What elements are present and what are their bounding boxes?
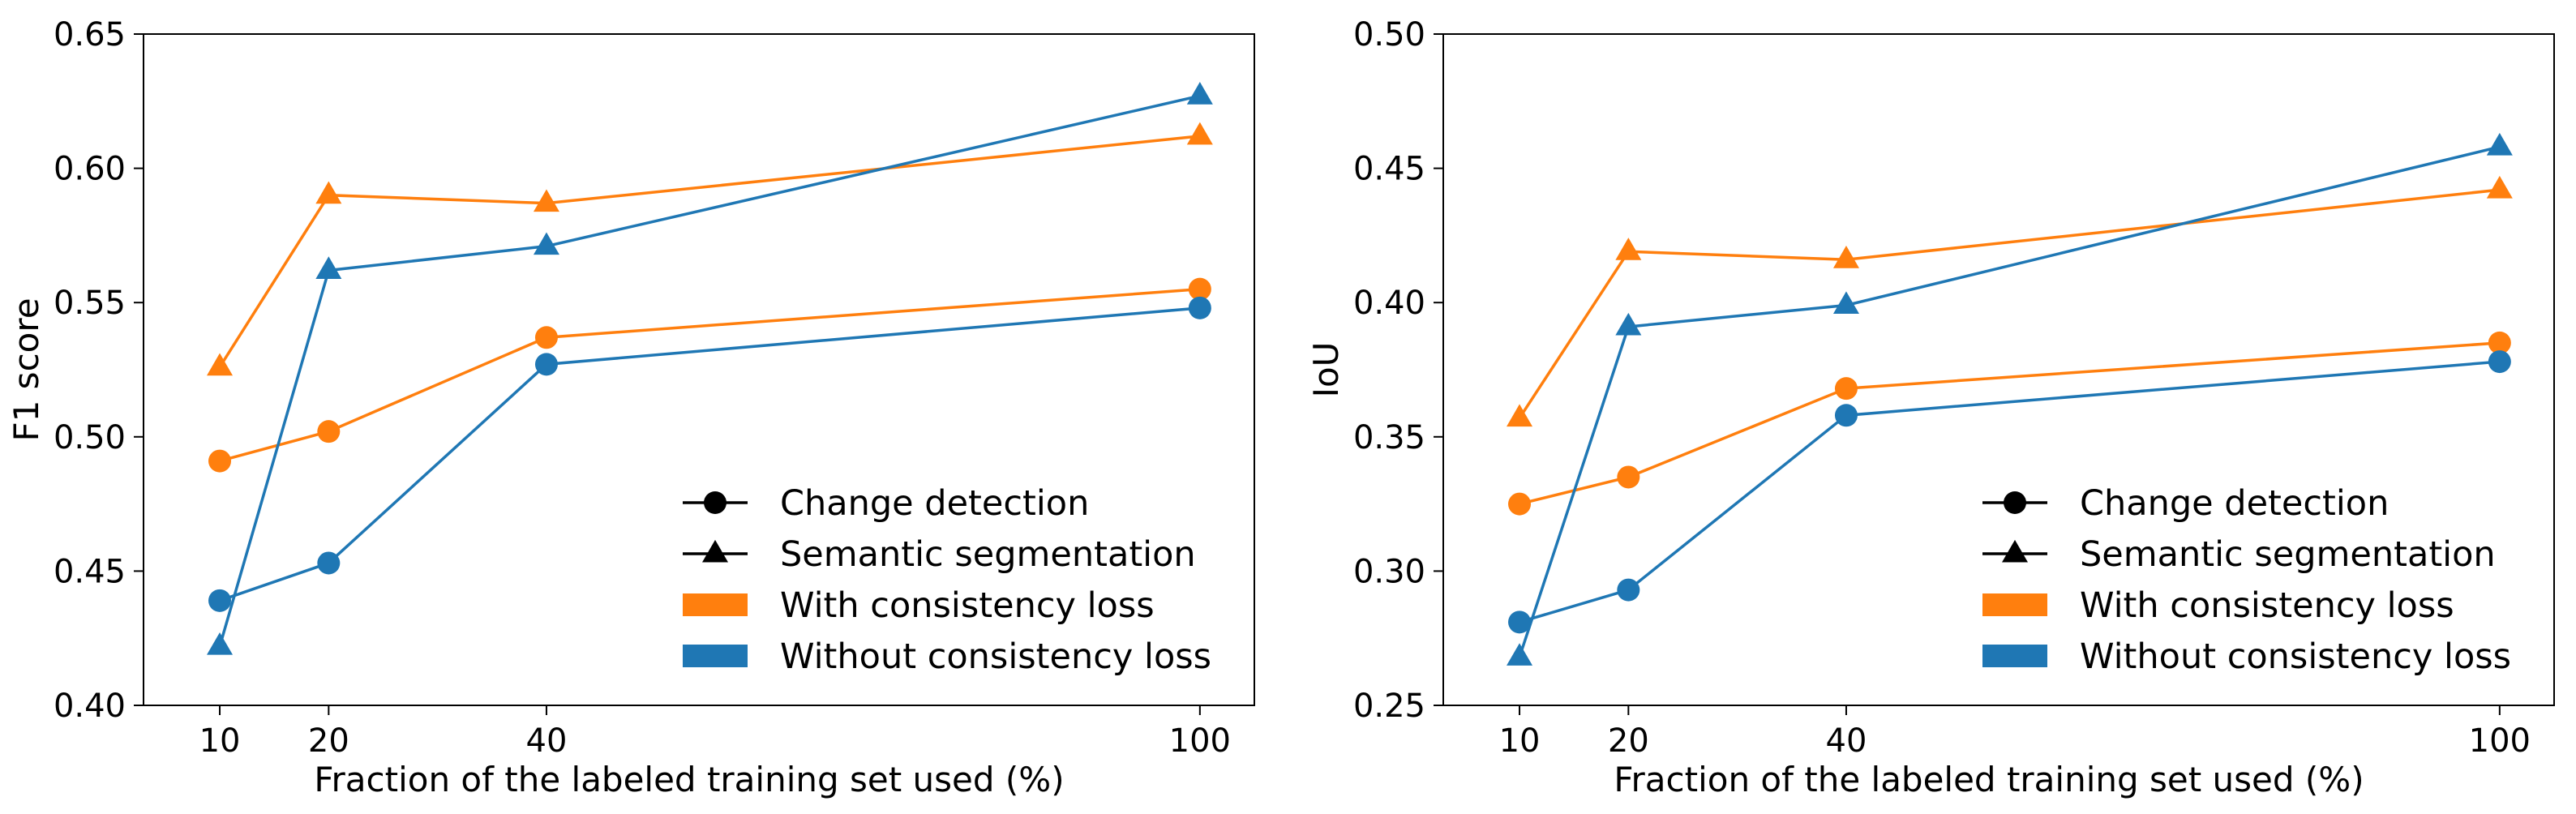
point-semseg-with [1507, 404, 1533, 427]
point-change-with [317, 420, 341, 443]
point-semseg-with [207, 353, 234, 376]
point-change-without [2488, 350, 2511, 374]
point-semseg-without [315, 256, 342, 279]
point-semseg-without [1832, 291, 1859, 315]
x-tick-label: 10 [1499, 722, 1541, 760]
x-axis-label: Fraction of the labeled training set use… [1614, 760, 2364, 799]
point-change-with [1188, 277, 1211, 301]
x-tick-label: 40 [526, 722, 568, 760]
y-tick-label: 0.50 [1353, 16, 1425, 54]
charts-root: 0.40 0.45 0.50 0.55 0.60 0.65 10 20 40 100 Fractio… [6, 16, 2555, 799]
point-semseg-with [1186, 122, 1213, 145]
point-change-without [1834, 404, 1858, 427]
y-tick-label: 0.35 [1353, 419, 1425, 456]
legend-label: Semantic segmentation [780, 534, 1196, 575]
legend-label: With consistency loss [780, 585, 1155, 626]
x-tick-label: 20 [308, 722, 349, 760]
x-tick-label: 100 [2469, 722, 2531, 760]
series-line-change-without [1519, 360, 2500, 624]
y-tick-label: 0.45 [54, 553, 126, 590]
point-semseg-without [207, 632, 234, 655]
point-change-with [1508, 492, 1532, 516]
legend-label: With consistency loss [2080, 585, 2454, 626]
x-tick-label: 40 [1826, 722, 1867, 760]
point-semseg-without [1615, 312, 1642, 336]
legend-circle-marker [704, 491, 727, 514]
x-tick-label: 20 [1608, 722, 1649, 760]
series-line-semseg-without [1518, 145, 2501, 658]
x-tick-label: 10 [199, 722, 241, 760]
legend-label: Change detection [780, 483, 1089, 524]
x-axis-label: Fraction of the labeled training set use… [314, 760, 1064, 799]
point-semseg-with [533, 189, 559, 212]
y-tick-label: 0.25 [1353, 688, 1425, 725]
y-tick-label: 0.45 [1353, 151, 1425, 188]
chart-2: 0.25 0.30 0.35 0.40 0.45 0.50 10 20 40 100 Fractio… [1306, 16, 2555, 799]
y-axis-label: IoU [1306, 342, 1346, 398]
chart-1-axes-frame [143, 33, 1255, 706]
point-change-without [1188, 296, 1211, 319]
series-line-change-with [219, 287, 1200, 463]
series-line-semseg-without [218, 94, 1201, 647]
legend-color-patch [683, 645, 748, 667]
point-change-with [1617, 465, 1640, 489]
point-semseg-without [1186, 81, 1213, 105]
legend-color-patch [1982, 645, 2047, 667]
chart-2-legend: Change detection Semantic segmentation Wit… [1982, 483, 2511, 677]
point-semseg-without [533, 232, 559, 255]
point-change-with [208, 449, 232, 473]
x-tick-label: 100 [1169, 722, 1231, 760]
y-axis-label: F1 score [6, 298, 46, 441]
point-semseg-with [1832, 246, 1859, 268]
legend-triangle-marker [702, 539, 728, 563]
chart-1-legend: Change detection Semantic segmentation Wit… [683, 483, 1211, 677]
point-semseg-with [1615, 238, 1642, 260]
point-semseg-without [2486, 132, 2513, 156]
y-tick-label: 0.30 [1353, 553, 1425, 590]
chart-2-axes-frame [1442, 33, 2555, 706]
y-tick-label: 0.40 [54, 688, 126, 725]
point-change-with [534, 326, 558, 349]
y-tick-label: 0.60 [54, 151, 126, 188]
point-change-without [534, 353, 558, 376]
legend-label: Semantic segmentation [2080, 534, 2496, 575]
y-tick-label: 0.40 [1353, 285, 1425, 322]
legend-circle-marker [2004, 491, 2026, 514]
point-change-without [1508, 610, 1532, 634]
point-semseg-with [315, 181, 342, 204]
point-change-without [317, 551, 341, 575]
point-semseg-without [1507, 643, 1533, 666]
y-tick-label: 0.65 [54, 16, 126, 54]
legend-label: Without consistency loss [2080, 636, 2511, 677]
legend-label: Without consistency loss [780, 636, 1211, 677]
point-change-without [1617, 578, 1640, 602]
y-tick-label: 0.55 [54, 285, 126, 322]
chart-1: 0.40 0.45 0.50 0.55 0.60 0.65 10 20 40 100 Fractio… [6, 16, 1255, 799]
point-change-with [1834, 377, 1858, 401]
legend-triangle-marker [2002, 539, 2028, 563]
point-change-with [2488, 331, 2511, 354]
legend-color-patch [683, 593, 748, 616]
legend-label: Change detection [2080, 483, 2389, 524]
series-line-change-without [219, 306, 1200, 602]
y-tick-label: 0.50 [54, 419, 126, 456]
point-semseg-with [2486, 175, 2513, 199]
point-change-without [208, 589, 232, 612]
legend-color-patch [1982, 593, 2047, 616]
